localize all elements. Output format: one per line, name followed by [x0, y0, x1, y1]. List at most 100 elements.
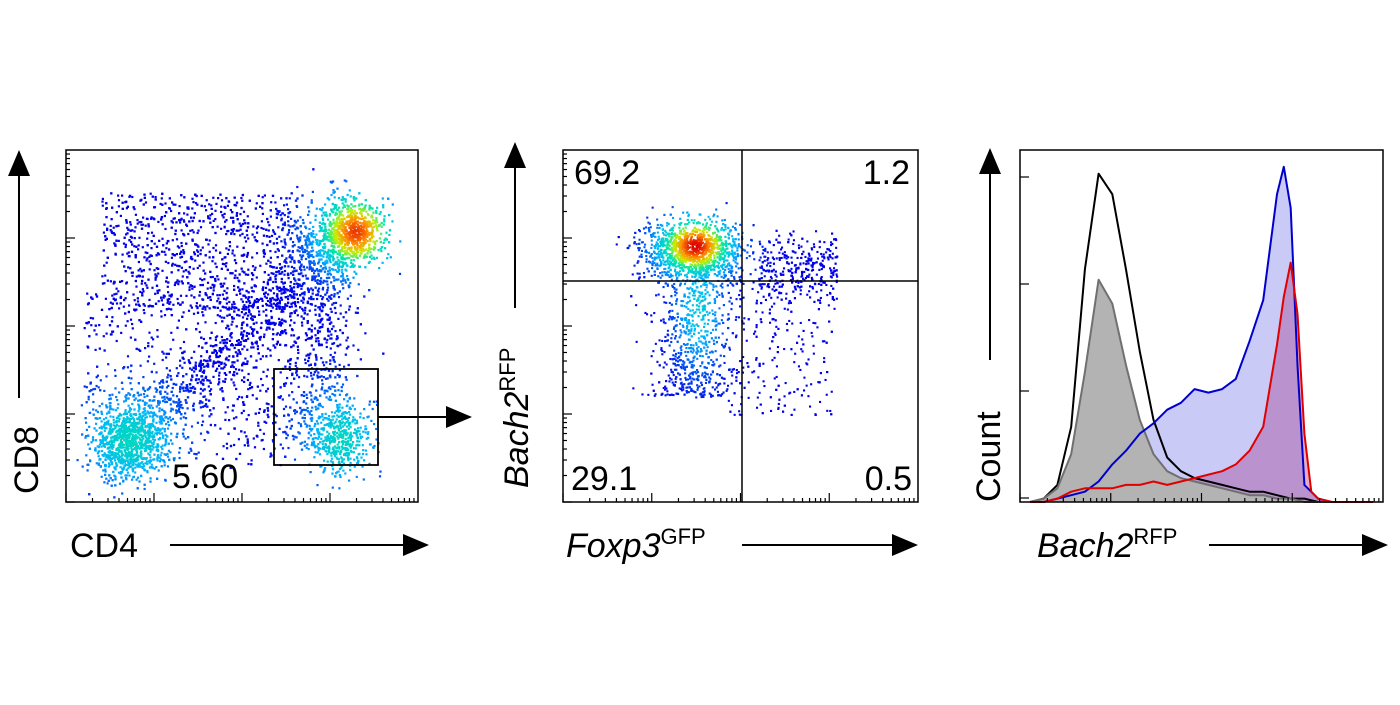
p1-dot [184, 417, 188, 420]
p1-dot [239, 228, 242, 231]
p1-dot [124, 297, 127, 300]
p1-dot [220, 227, 223, 230]
p1-dot [194, 365, 197, 368]
p1-dot [110, 443, 113, 446]
p1-dot [125, 426, 128, 429]
p1-dot [131, 464, 134, 467]
p1-dot [311, 269, 314, 272]
p1-dot [318, 269, 321, 272]
p1-dot [87, 398, 90, 401]
p1-dot [316, 398, 319, 401]
p1-dot [168, 302, 171, 305]
p1-dot [312, 348, 315, 351]
p1-dot [255, 434, 258, 437]
p1-dot [298, 261, 301, 264]
p1-dot [347, 214, 350, 217]
p1-dot [246, 360, 249, 363]
p1-dot [232, 216, 235, 219]
p1-dot [145, 259, 148, 262]
p1-dot [293, 321, 296, 324]
p1-dot [294, 221, 298, 224]
p1-dot [368, 225, 371, 228]
p1-dot [368, 246, 371, 249]
p1-dot [152, 443, 155, 446]
p1-dot [170, 220, 173, 223]
p1-dot [315, 251, 318, 254]
p1-dot [334, 250, 337, 253]
p1-dot [269, 215, 272, 218]
p1-dot [375, 228, 378, 231]
p1-dot [228, 328, 231, 331]
p1-dot [275, 237, 278, 240]
p1-dot [124, 270, 127, 273]
p1-dot [341, 425, 344, 428]
p1-dot [310, 419, 313, 422]
p1-dot [90, 389, 93, 392]
p1-dot [159, 432, 162, 435]
p1-dot [151, 305, 155, 308]
p1-dot [272, 302, 276, 305]
p1-dot [178, 246, 181, 249]
p1-dot [157, 267, 160, 270]
p1-dot [198, 330, 201, 334]
p1-dot [291, 290, 294, 294]
p1-dot [177, 283, 180, 286]
p1-dot [198, 219, 201, 223]
p1-dot [329, 307, 332, 310]
p1-dot [304, 243, 307, 246]
p1-dot [192, 391, 195, 394]
p1-dot [140, 223, 143, 226]
p1-dot [236, 398, 239, 401]
p1-dot [318, 321, 321, 324]
p1-dot [181, 366, 184, 369]
p1-dot [290, 319, 293, 322]
p1-dot [126, 417, 129, 420]
p1-dot [233, 288, 236, 291]
p1-dot [169, 451, 172, 454]
p1-dot [243, 219, 246, 222]
p1-dot [119, 472, 122, 475]
p1-dot [124, 428, 127, 431]
p1-dot [290, 334, 293, 337]
p1-dot [312, 298, 315, 301]
p1-dot [223, 365, 226, 369]
p1-dot [107, 423, 110, 426]
p1-dot [125, 474, 128, 477]
p1-dot [175, 395, 179, 398]
p1-dot [174, 203, 177, 206]
p1-dot [261, 288, 264, 291]
p1-dot [153, 438, 157, 441]
p1-dot [87, 302, 90, 305]
p1-dot [180, 244, 183, 248]
p1-dot [344, 249, 347, 252]
p1-dot [185, 401, 188, 404]
p1-dot [179, 405, 182, 409]
p1-dot [170, 308, 173, 311]
p1-dot [298, 273, 301, 276]
p1-dot [247, 222, 250, 225]
p1-dot [120, 331, 123, 334]
p1-dot [238, 395, 241, 398]
p1-dot [333, 360, 336, 363]
p1-dot [166, 298, 169, 301]
p1-dot [287, 298, 290, 301]
p1-dot [284, 430, 287, 434]
p1-dot [341, 383, 345, 386]
p1-dot [316, 297, 319, 301]
p1-dot [159, 458, 162, 461]
p1-dot [241, 322, 244, 325]
p1-dot [326, 377, 329, 380]
p1-dot [289, 285, 292, 288]
p1-dot [105, 442, 108, 445]
p1-dot [179, 252, 182, 255]
p1-dot [136, 450, 139, 453]
p1-dot [356, 311, 359, 314]
p1-dot [289, 406, 292, 409]
p1-dot [295, 234, 299, 237]
p1-dot [139, 267, 142, 270]
p1-dot [308, 210, 311, 213]
p1-dot [238, 289, 241, 293]
p1-dot [149, 262, 152, 266]
p1-dot [220, 285, 223, 288]
p1-dot [244, 240, 248, 243]
